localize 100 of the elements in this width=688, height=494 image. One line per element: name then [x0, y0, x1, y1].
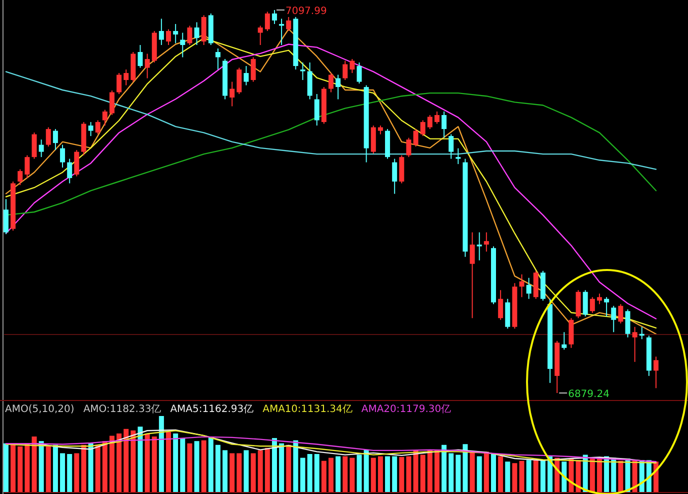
chart-title: AMO(5,10,20): [5, 404, 74, 415]
bar: [300, 458, 306, 492]
bar: [88, 443, 94, 492]
bar: [314, 454, 320, 492]
candlestick: [230, 81, 235, 107]
bar: [95, 444, 100, 492]
candlestick: [456, 148, 461, 165]
bar: [286, 444, 292, 492]
candlestick: [406, 137, 412, 158]
bar: [370, 458, 376, 492]
bar: [420, 454, 426, 492]
bar: [406, 456, 412, 492]
bar: [158, 416, 164, 492]
bar: [540, 460, 546, 492]
candlestick: [286, 16, 292, 32]
candlestick: [67, 158, 72, 184]
candlestick: [18, 168, 23, 186]
candlestick: [392, 158, 398, 194]
candlestick: [194, 22, 200, 46]
candlestick: [350, 58, 355, 74]
bar: [24, 443, 30, 492]
bar: [109, 436, 114, 492]
bar: [258, 450, 263, 492]
candlestick: [336, 74, 341, 100]
bar: [342, 456, 348, 492]
candlestick: [328, 72, 334, 93]
bar: [74, 453, 80, 492]
candlestick: [590, 296, 595, 314]
bar: [32, 436, 37, 492]
candlestick: [442, 111, 447, 138]
candlestick: [356, 62, 362, 84]
candlestick: [250, 56, 256, 82]
bar: [442, 444, 447, 492]
bar: [512, 463, 518, 492]
candlestick: [52, 128, 58, 151]
bar: [356, 454, 362, 492]
bar: [187, 443, 192, 492]
bar: [52, 444, 58, 492]
candlestick: [618, 304, 624, 324]
bar: [448, 453, 454, 492]
candlestick: [632, 326, 638, 362]
bar: [434, 450, 440, 492]
bar: [46, 446, 51, 492]
bar: [201, 440, 206, 492]
bar: [180, 438, 186, 492]
candlestick: [38, 139, 44, 158]
candlestick: [180, 32, 186, 58]
bar: [4, 443, 8, 492]
bar: [144, 433, 150, 492]
candlestick: [109, 90, 114, 116]
bar: [392, 456, 398, 492]
bar: [279, 443, 284, 492]
candlestick: [604, 296, 610, 317]
annotation: 7097.99: [285, 6, 327, 17]
bar: [215, 444, 220, 492]
bar: [194, 441, 200, 492]
bar: [533, 460, 538, 492]
bar: [519, 460, 524, 492]
bar: [250, 453, 256, 492]
candlestick: [244, 66, 249, 86]
bar: [81, 444, 86, 492]
annotation: 6879.24: [568, 389, 610, 400]
bar: [173, 433, 178, 492]
bar: [102, 441, 108, 492]
candlestick: [526, 277, 532, 300]
bar: [130, 430, 136, 492]
bar: [378, 456, 383, 492]
bar: [18, 446, 23, 492]
candlestick: [24, 154, 30, 179]
candlestick: [427, 114, 432, 130]
bar: [491, 453, 496, 492]
bar: [336, 456, 341, 492]
bar: [364, 449, 369, 492]
bar: [484, 452, 489, 492]
candlestick: [264, 11, 270, 32]
candlestick: [258, 25, 263, 46]
bar: [456, 454, 461, 492]
bar: [230, 453, 235, 492]
text: AMA20:1179.30亿: [361, 404, 452, 415]
candlestick: [420, 120, 426, 137]
bar: [67, 454, 72, 492]
candlestick: [596, 293, 602, 305]
candlestick: [173, 23, 178, 44]
bar: [38, 441, 44, 492]
bar: [60, 453, 66, 492]
candlestick: [32, 132, 37, 160]
candlestick: [187, 25, 192, 46]
candlestick: [166, 28, 171, 46]
candlestick: [46, 126, 51, 148]
bar: [470, 452, 475, 492]
bar: [462, 444, 468, 492]
bar: [590, 458, 595, 492]
candlestick: [124, 69, 129, 86]
candlestick: [102, 109, 108, 126]
candlestick: [448, 134, 454, 160]
bar: [116, 433, 122, 492]
bar: [328, 458, 334, 492]
candlestick: [236, 67, 242, 95]
candlestick: [272, 10, 277, 24]
candlestick: [625, 308, 630, 338]
